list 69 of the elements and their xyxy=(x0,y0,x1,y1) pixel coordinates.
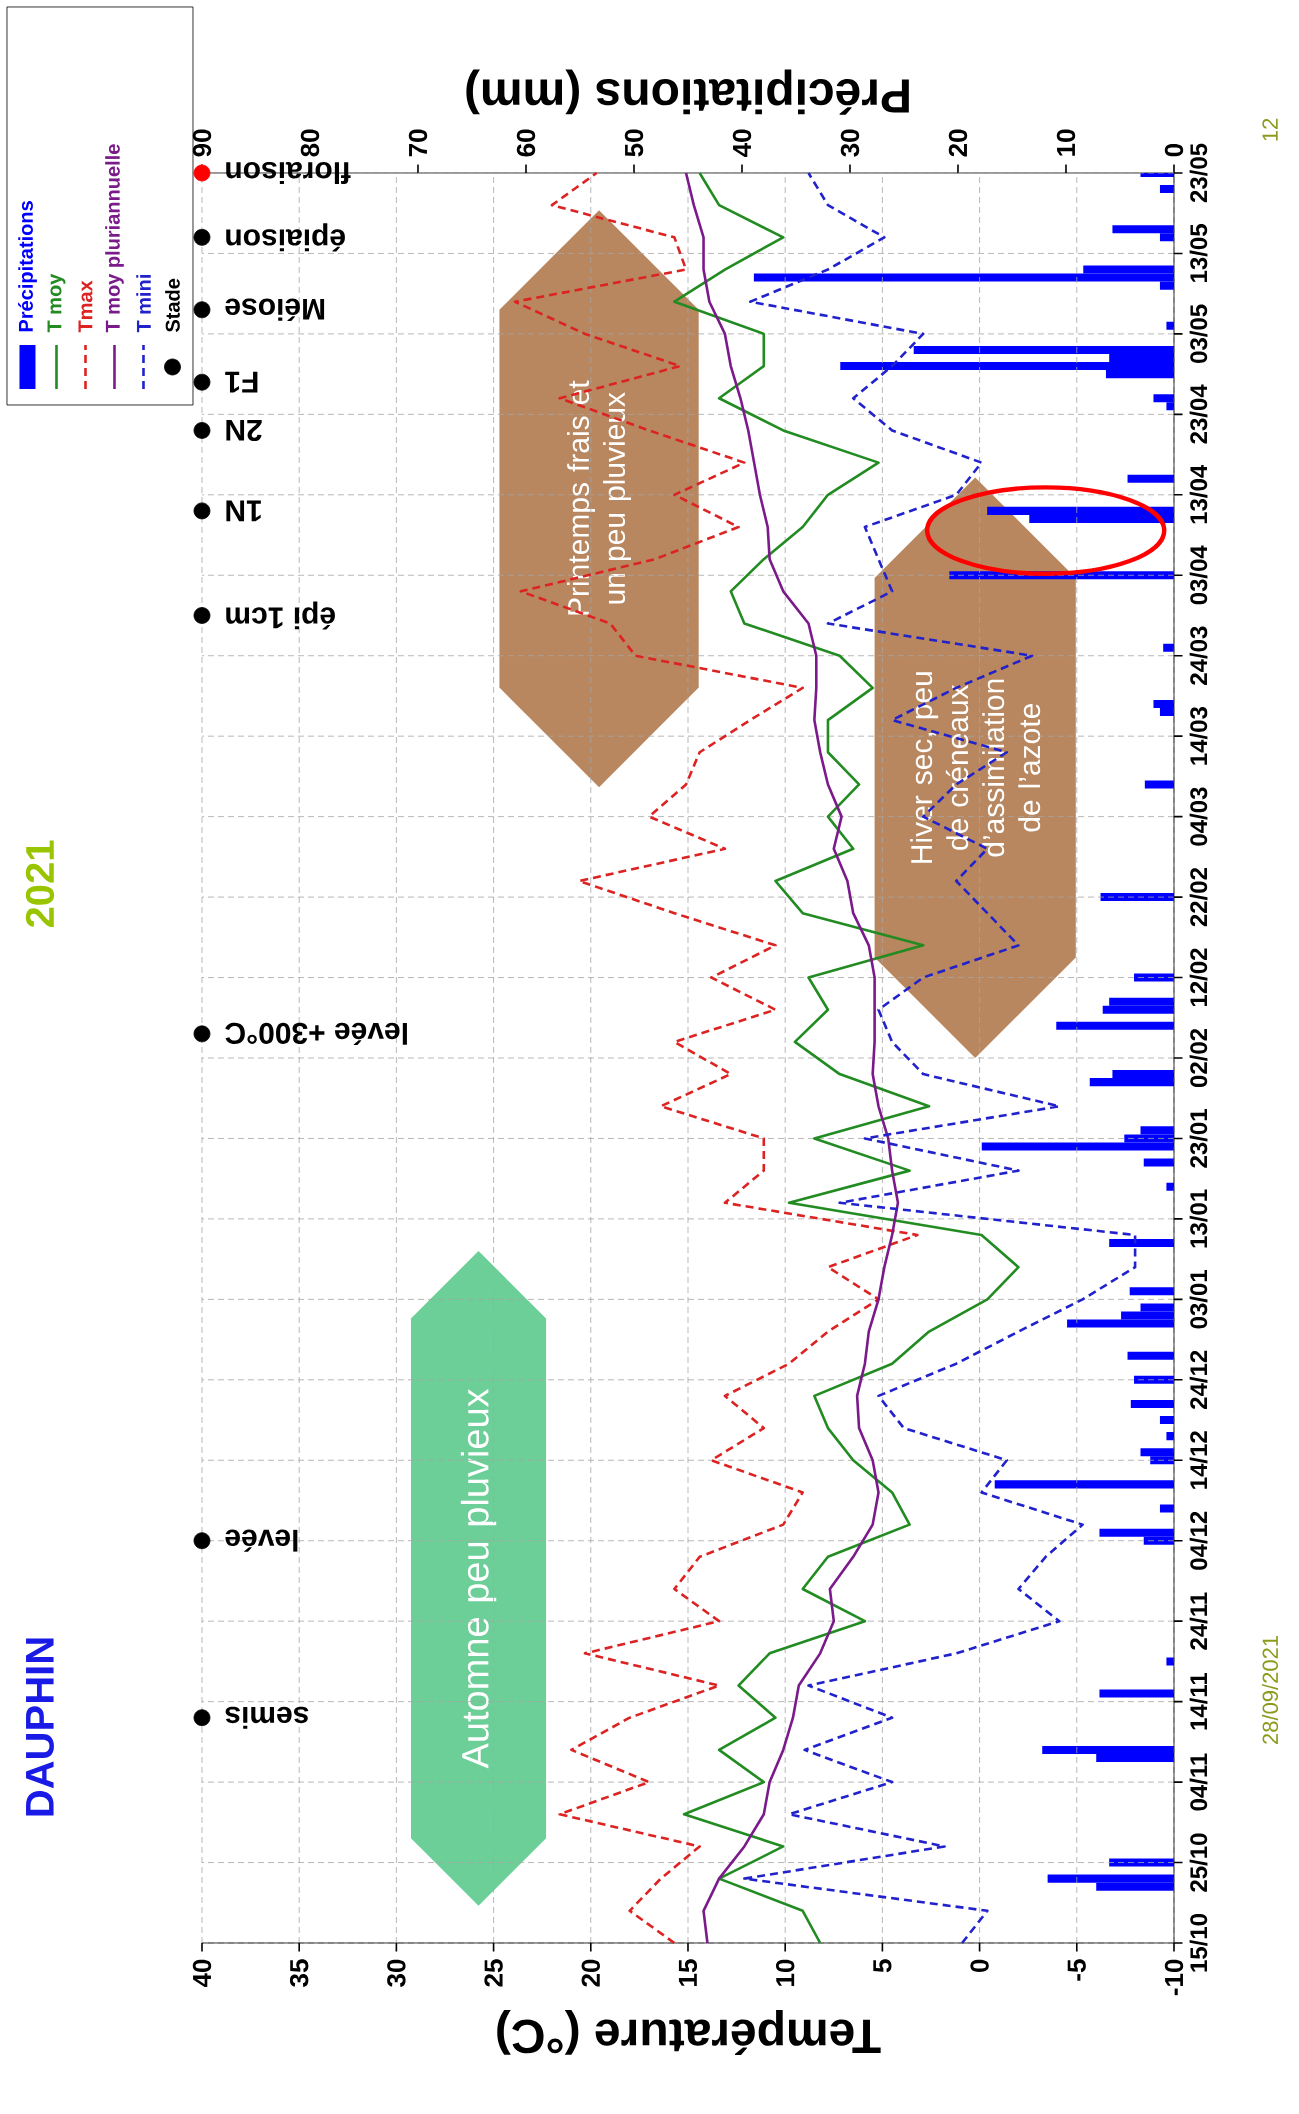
x-tick-label: -5 xyxy=(1067,1959,1086,1981)
y-tick-label: 12/02 xyxy=(1189,948,1208,1007)
y-tick-label: 14/03 xyxy=(1189,707,1208,765)
annotation: épi 1cm xyxy=(226,601,335,630)
x2-tick-label: 40 xyxy=(732,129,752,157)
y-tick-label: 24/11 xyxy=(1189,1592,1208,1650)
text: DAUPHIN xyxy=(26,1638,54,1816)
text: T moy pluriannuelle xyxy=(105,144,124,333)
x-tick-label: -10 xyxy=(1164,1959,1184,1996)
x2-tick-label: 90 xyxy=(192,129,212,157)
text: T moy xyxy=(47,273,66,333)
annotation: 1N xyxy=(226,500,261,522)
x-tick-label: 5 xyxy=(873,1959,892,1973)
y-tick-label: 13/04 xyxy=(1189,464,1208,524)
y-tick-label: 04/03 xyxy=(1189,787,1208,846)
x-axis-title: Température (°C) xyxy=(497,2009,881,2056)
x-tick-label: 15 xyxy=(678,1959,698,1986)
annotation: épiaison xyxy=(226,223,345,252)
y-tick-label: 03/01 xyxy=(1189,1270,1208,1329)
y-tick-label: 24/12 xyxy=(1189,1350,1208,1409)
x2-tick-label: 50 xyxy=(624,129,644,157)
annotation: 2N xyxy=(226,419,262,441)
y-tick-label: 22/02 xyxy=(1189,868,1208,927)
y-tick-label: 04/12 xyxy=(1189,1511,1208,1570)
y-tick-label: 04/11 xyxy=(1189,1753,1208,1811)
x2-tick-label: 30 xyxy=(840,129,860,157)
y-tick-label: 15/10 xyxy=(1189,1913,1208,1972)
y-tick-label: 24/03 xyxy=(1189,626,1208,685)
y-tick-label: 13/01 xyxy=(1189,1189,1208,1248)
y-tick-label: 23/01 xyxy=(1189,1109,1208,1168)
y-tick-label: 13/05 xyxy=(1189,224,1208,282)
x-tick-label: 0 xyxy=(970,1959,989,1973)
text: 28/09/2021 xyxy=(1261,1636,1279,1744)
text: Précipitations xyxy=(18,201,37,332)
x-tick-label: 35 xyxy=(289,1959,309,1987)
text: T mini xyxy=(136,275,151,333)
y-tick-label: 02/02 xyxy=(1189,1028,1208,1088)
y-tick-label: 14/11 xyxy=(1189,1672,1208,1730)
text: Stade xyxy=(165,278,180,333)
x2-axis-title: Précipitations (mm) xyxy=(466,69,909,115)
y-tick-label: 03/05 xyxy=(1189,304,1208,363)
annotation: F1 xyxy=(225,371,258,393)
y-tick-label: 25/10 xyxy=(1189,1833,1208,1892)
x2-tick-label: 70 xyxy=(408,129,428,157)
x-tick-label: 25 xyxy=(484,1959,503,1987)
y-tick-label: 14/12 xyxy=(1189,1431,1208,1489)
x-tick-label: 20 xyxy=(581,1959,600,1987)
annotation: Automne peu pluvieux xyxy=(460,1388,497,1769)
x2-tick-label: 20 xyxy=(948,129,968,157)
x2-tick-label: 0 xyxy=(1164,143,1184,157)
x-tick-label: 30 xyxy=(387,1959,406,1987)
x-tick-label: 10 xyxy=(775,1959,795,1986)
annotation: levée xyxy=(225,1529,298,1552)
text: 12 xyxy=(1262,118,1278,141)
annotation: semis xyxy=(225,1706,309,1729)
annotation: floraison xyxy=(226,161,351,184)
y-tick-label: 23/04 xyxy=(1189,384,1208,444)
text: 2021 xyxy=(25,840,55,928)
annotation: Méiose xyxy=(225,298,325,321)
annotation: Printemps frais et un peu pluvieux xyxy=(567,380,632,615)
x2-tick-label: 80 xyxy=(300,129,320,157)
text: Tmax xyxy=(78,280,93,333)
y-tick-label: 03/04 xyxy=(1189,545,1208,605)
y-tick-label: 23/05 xyxy=(1189,143,1208,203)
annotation: levée +300°C xyxy=(225,1022,407,1046)
x2-tick-label: 60 xyxy=(516,129,536,157)
annotation: Hiver sec, peu de créneaux d’assimilation de l’azote xyxy=(910,672,1041,863)
x-tick-label: 40 xyxy=(192,1959,212,1988)
x2-tick-label: 10 xyxy=(1056,129,1076,156)
